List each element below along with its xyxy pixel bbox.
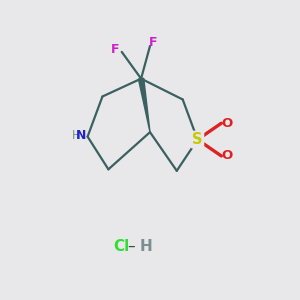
Text: F: F: [111, 43, 119, 56]
Text: O: O: [221, 117, 232, 130]
Polygon shape: [138, 78, 150, 132]
Text: N: N: [76, 129, 86, 142]
Text: Cl: Cl: [113, 239, 129, 254]
Text: F: F: [149, 36, 157, 49]
Text: –: –: [127, 239, 134, 254]
Text: H: H: [139, 239, 152, 254]
Text: H: H: [71, 129, 80, 142]
Text: O: O: [221, 149, 232, 162]
Text: S: S: [192, 132, 203, 147]
